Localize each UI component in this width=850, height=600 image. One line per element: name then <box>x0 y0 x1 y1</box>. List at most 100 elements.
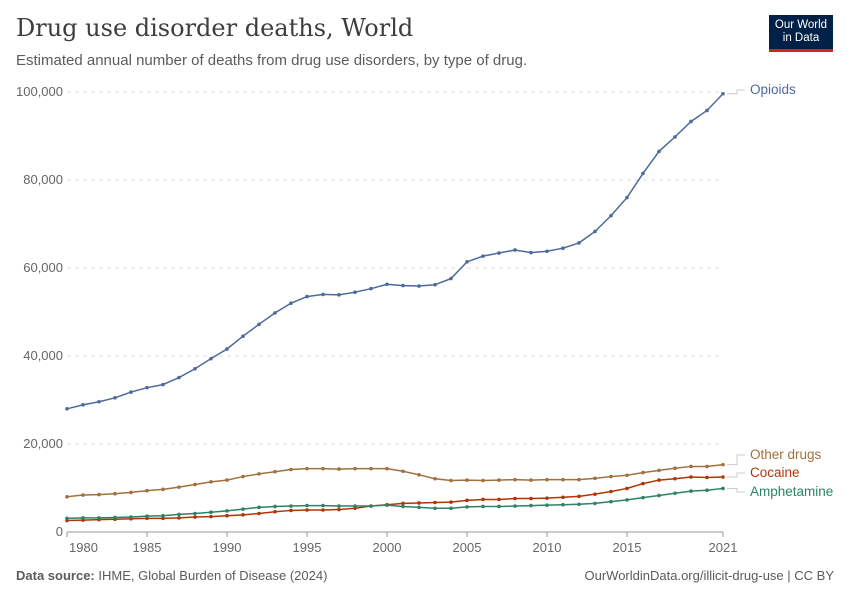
data-point <box>81 493 85 497</box>
data-point <box>561 502 565 507</box>
data-point <box>193 511 197 516</box>
data-point <box>129 515 133 519</box>
data-point <box>81 516 85 520</box>
data-point <box>545 496 549 500</box>
data-point <box>401 501 405 506</box>
data-point <box>513 477 517 482</box>
data-point <box>145 385 149 390</box>
data-point <box>657 493 661 498</box>
data-point <box>161 487 165 492</box>
data-point <box>273 311 277 315</box>
data-point <box>321 508 325 512</box>
chart-subtitle: Estimated annual number of deaths from d… <box>16 52 528 69</box>
data-point <box>385 503 389 507</box>
data-point <box>113 515 117 520</box>
data-point <box>65 516 69 521</box>
source-text[interactable]: IHME, Global Burden of Disease (2024) <box>98 568 328 583</box>
data-point <box>705 488 709 493</box>
data-point <box>641 470 645 475</box>
data-point <box>561 477 565 482</box>
data-point <box>673 135 677 139</box>
data-point <box>369 286 373 291</box>
data-point <box>65 495 69 499</box>
data-point <box>177 512 181 517</box>
data-point <box>65 407 69 411</box>
data-point <box>241 507 245 511</box>
data-point <box>257 511 261 516</box>
data-point <box>721 475 725 479</box>
x-tick-label: 2000 <box>373 540 402 555</box>
data-point <box>689 464 693 469</box>
data-point <box>513 248 517 252</box>
x-tick-label: 1995 <box>293 540 322 555</box>
data-point <box>257 322 261 327</box>
data-point <box>401 283 405 288</box>
data-point <box>209 510 213 514</box>
data-point <box>721 91 725 96</box>
data-point <box>593 501 597 506</box>
data-point <box>289 467 293 472</box>
data-point <box>625 473 629 478</box>
data-point <box>209 356 213 361</box>
data-point <box>545 503 549 507</box>
data-point <box>161 513 165 518</box>
data-point <box>113 396 117 400</box>
data-point <box>609 489 613 494</box>
data-point <box>705 464 709 469</box>
x-tick-label: 2021 <box>709 540 738 555</box>
data-point <box>609 474 613 479</box>
data-point <box>209 480 213 484</box>
data-point <box>465 478 469 482</box>
data-point <box>177 516 181 520</box>
label-connector <box>727 89 745 95</box>
data-point <box>465 260 469 264</box>
data-point <box>273 504 277 509</box>
data-point <box>321 292 325 297</box>
data-point <box>193 366 197 371</box>
data-point <box>161 382 165 387</box>
data-point <box>417 505 421 510</box>
data-point <box>593 492 597 496</box>
data-point <box>193 482 197 487</box>
data-point <box>273 509 277 514</box>
data-point <box>337 504 341 508</box>
data-point <box>577 502 581 507</box>
series-line-opioids <box>66 93 724 410</box>
data-point <box>705 108 709 113</box>
x-tick-label: 1990 <box>213 540 242 555</box>
data-point <box>369 504 373 508</box>
data-point <box>673 466 677 471</box>
data-point <box>353 466 357 471</box>
owid-logo[interactable]: Our World in Data <box>769 15 833 52</box>
data-point <box>513 504 517 508</box>
data-point <box>561 246 565 250</box>
data-point <box>497 478 501 482</box>
label-connector <box>727 472 745 478</box>
y-tick-label: 0 <box>56 524 63 539</box>
data-point <box>97 516 101 520</box>
data-point <box>433 500 437 505</box>
source-url[interactable]: OurWorldinData.org/illicit-drug-use | CC… <box>584 568 835 583</box>
data-point <box>417 501 421 505</box>
data-point <box>417 473 421 477</box>
data-point <box>241 513 245 517</box>
series-label: Amphetamine <box>750 484 833 499</box>
data-point <box>481 504 485 509</box>
data-point <box>721 462 725 467</box>
data-point <box>289 504 293 508</box>
series-line-other-drugs <box>66 463 724 498</box>
data-point <box>465 505 469 509</box>
data-point <box>289 508 293 513</box>
chart-title: Drug use disorder deaths, World <box>16 14 414 42</box>
data-point <box>257 472 261 476</box>
data-point <box>129 390 133 394</box>
data-point <box>241 334 245 339</box>
data-point <box>433 506 437 511</box>
data-point <box>641 171 645 176</box>
data-point <box>657 478 661 482</box>
data-point <box>433 282 437 287</box>
data-point <box>177 375 181 380</box>
data-point <box>81 403 85 407</box>
series-label: Other drugs <box>750 447 822 462</box>
